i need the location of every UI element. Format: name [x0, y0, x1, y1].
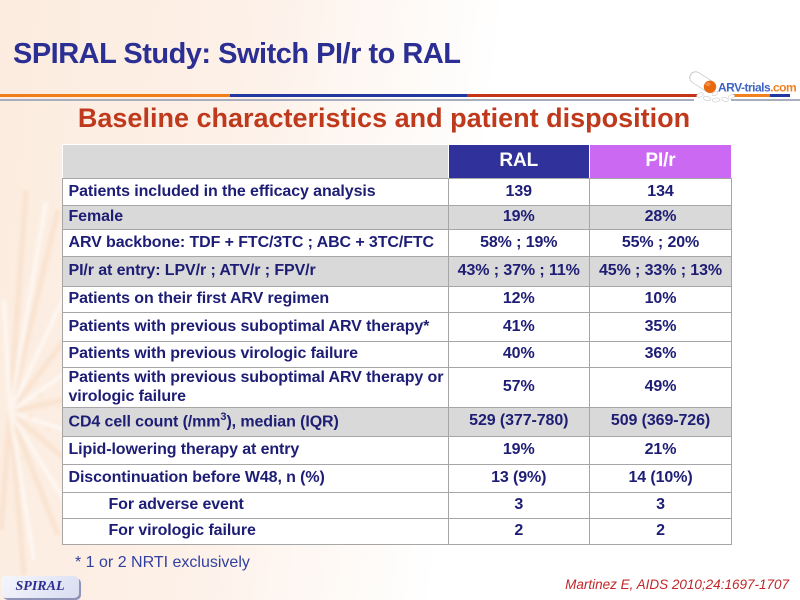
- svg-text:ARV-trials.com: ARV-trials.com: [718, 81, 796, 95]
